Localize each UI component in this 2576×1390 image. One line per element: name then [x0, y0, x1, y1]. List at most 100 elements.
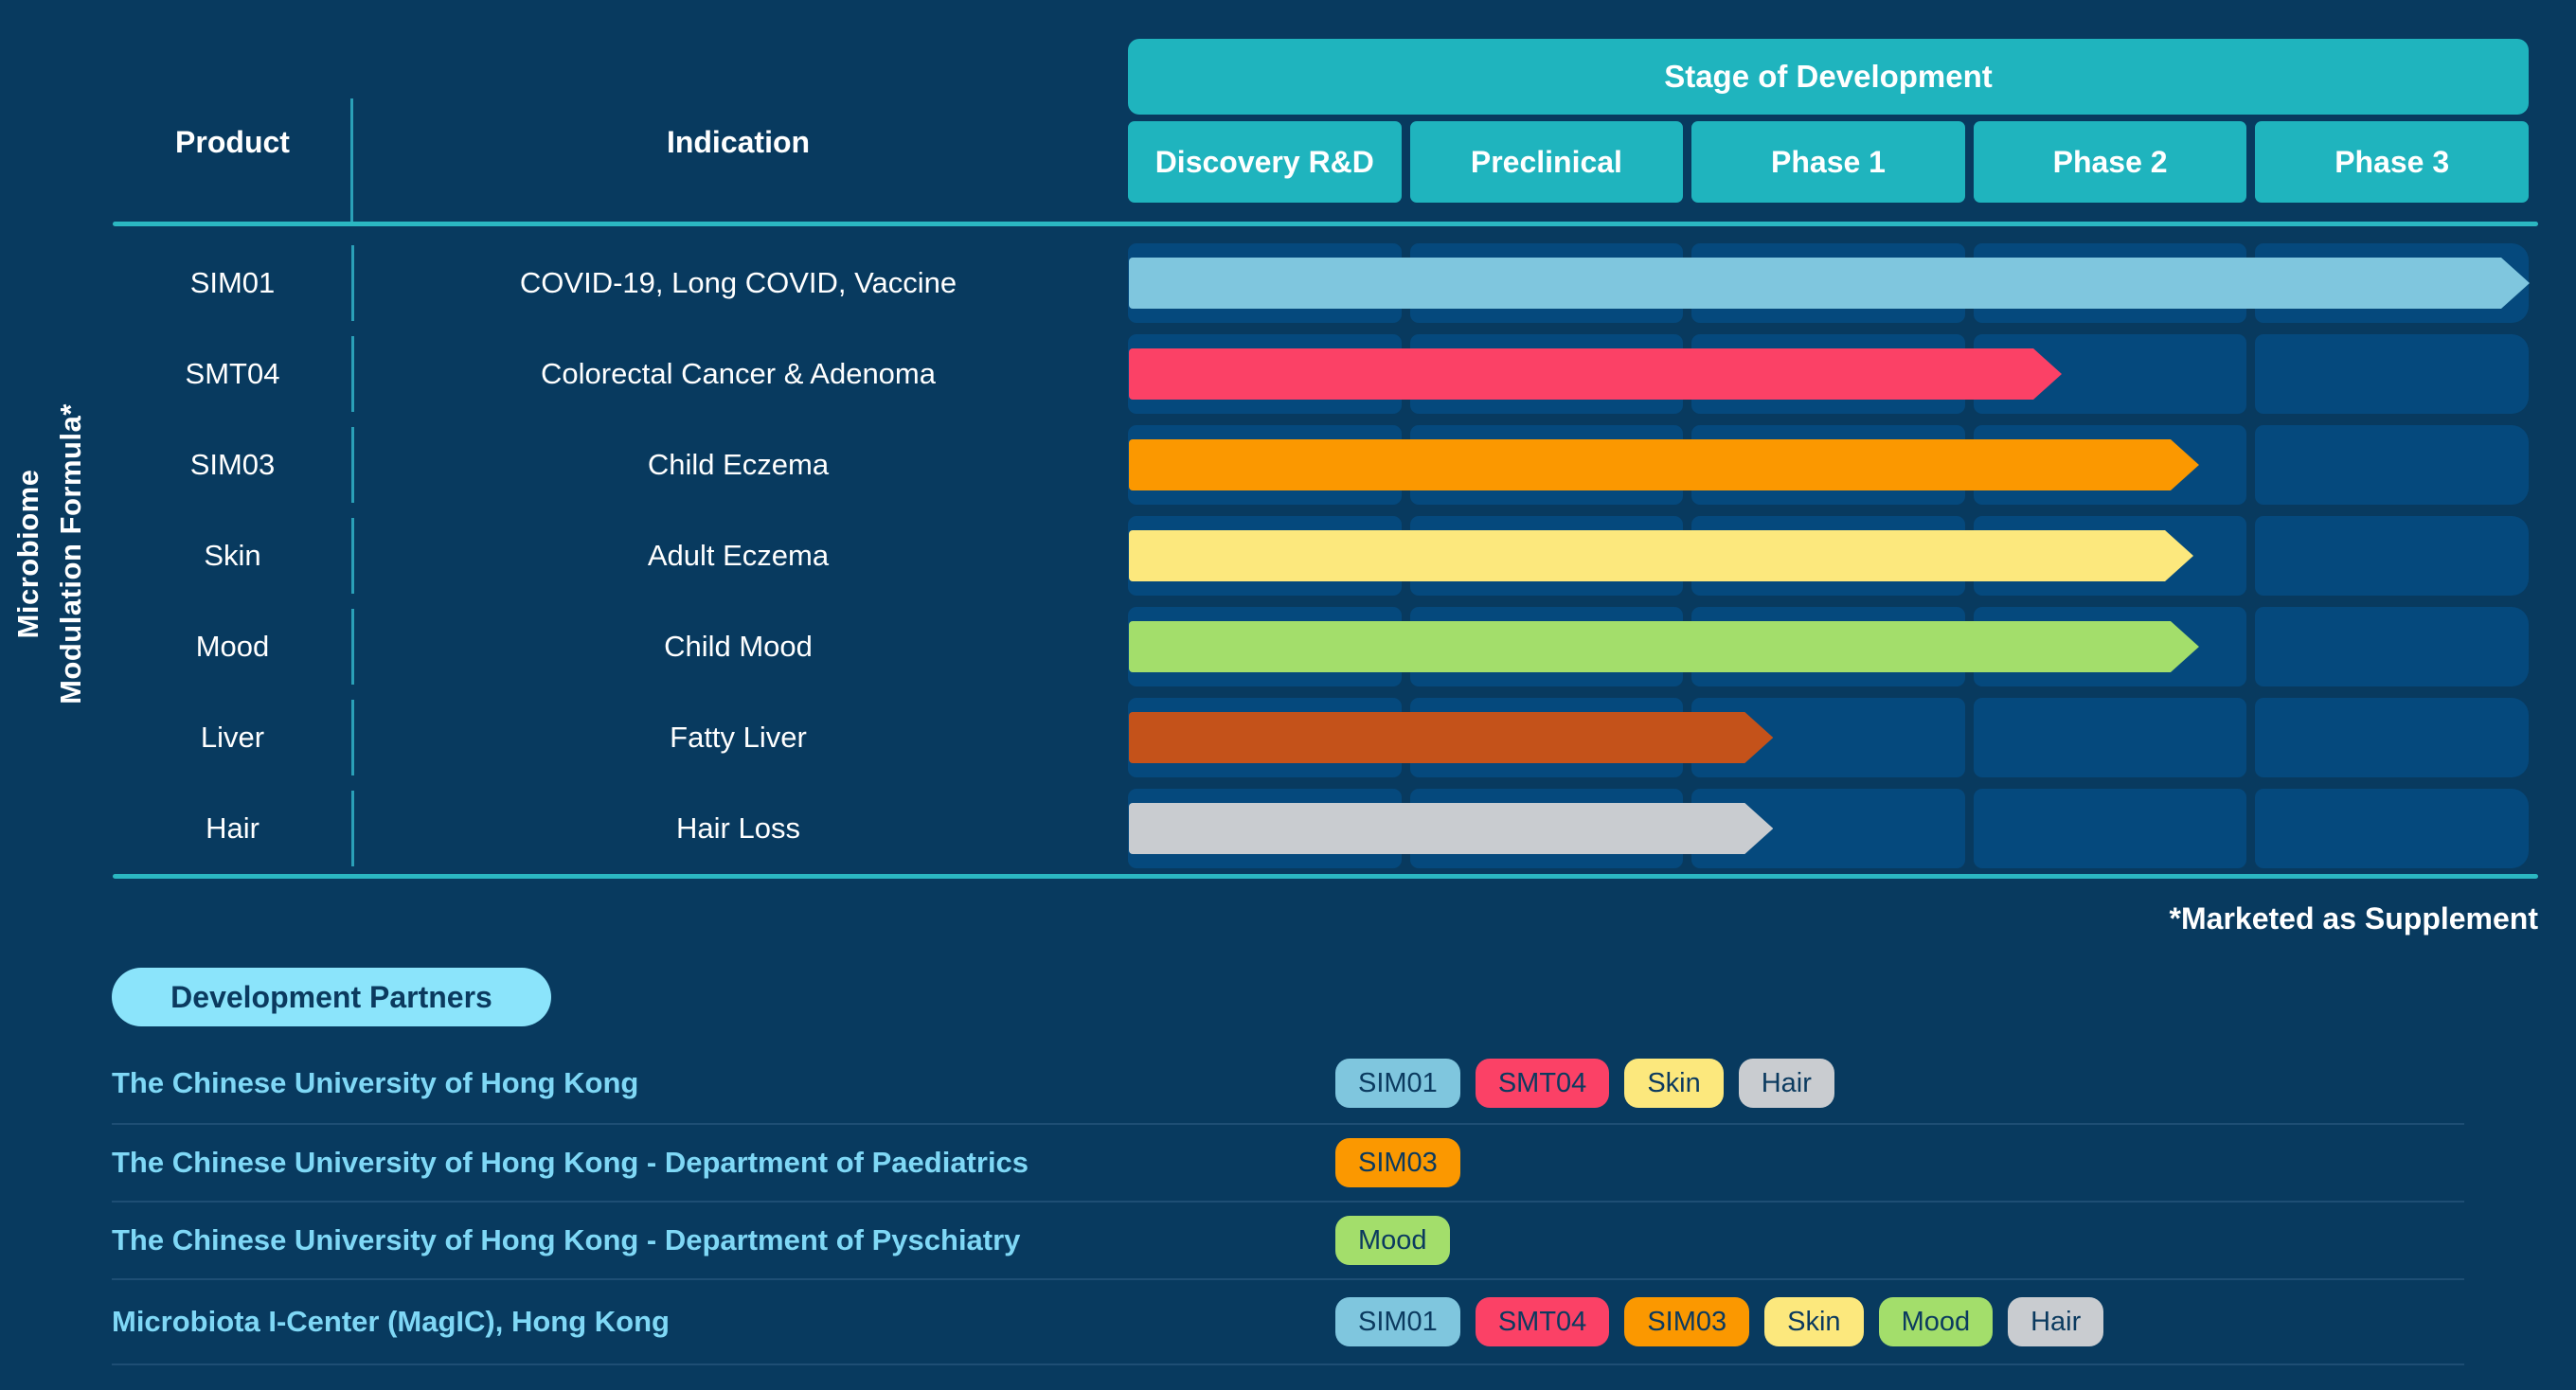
stage-cell — [1973, 789, 2247, 868]
stage-progress-bar — [1129, 439, 2199, 490]
spacer — [1116, 692, 1128, 783]
top-divider-line — [113, 222, 2538, 226]
pipeline-row: Hair Hair Loss — [114, 783, 2529, 874]
partner-row: Microbiota I-Center (MagIC), Hong Kong S… — [112, 1280, 2464, 1365]
product-badge: SMT04 — [1475, 1297, 1610, 1346]
product-label: Hair — [206, 811, 259, 845]
stage-progress-bar — [1129, 712, 1773, 763]
partner-name: Microbiota I-Center (MagIC), Hong Kong — [112, 1305, 670, 1338]
product-label: Skin — [204, 539, 261, 572]
spacer — [1116, 510, 1128, 601]
stage-cell — [2255, 789, 2529, 868]
partner-name: The Chinese University of Hong Kong — [112, 1066, 639, 1099]
product-label: Mood — [195, 630, 270, 663]
stage-track — [1128, 783, 2529, 874]
product-badge: Skin — [1764, 1297, 1864, 1346]
partner-row: The Chinese University of Hong Kong - De… — [112, 1125, 2464, 1203]
product-badge: Hair — [1738, 1059, 1834, 1108]
indication-label: Child Mood — [664, 630, 813, 663]
partner-row: The Chinese University of Hong Kong SIM0… — [112, 1043, 2464, 1125]
stage-cells — [1128, 698, 2529, 777]
product-badge: SIM01 — [1335, 1297, 1460, 1346]
row-column-divider — [351, 692, 361, 783]
partners-list: The Chinese University of Hong Kong SIM0… — [112, 1043, 2464, 1365]
indication-label: COVID-19, Long COVID, Vaccine — [519, 266, 957, 299]
product-label: SIM01 — [189, 266, 276, 299]
spacer — [1116, 601, 1128, 692]
pipeline-row: SMT04 Colorectal Cancer & Adenoma — [114, 329, 2529, 419]
product-badge: Mood — [1878, 1297, 1994, 1346]
product-badge: SIM03 — [1624, 1297, 1750, 1346]
pipeline-rows: SIM01 COVID-19, Long COVID, Vaccine SMT0… — [114, 238, 2529, 874]
stage-column-header: Discovery R&D — [1128, 121, 1402, 203]
spacer — [1116, 783, 1128, 874]
stage-track — [1128, 329, 2529, 419]
row-column-divider — [351, 601, 361, 692]
spacer — [1116, 329, 1128, 419]
partner-badges: SIM03 — [1335, 1125, 1460, 1201]
product-badge: SIM03 — [1335, 1138, 1460, 1187]
stage-cell — [2255, 698, 2529, 777]
row-group-label: Microbiome Modulation Formula* — [11, 403, 87, 704]
stage-cell — [1973, 698, 2247, 777]
development-partners-heading: Development Partners — [112, 968, 551, 1026]
indication-label: Child Eczema — [647, 448, 830, 481]
stage-track — [1128, 238, 2529, 329]
partner-name: The Chinese University of Hong Kong - De… — [112, 1223, 1021, 1256]
stage-of-development-header: Stage of Development — [1128, 39, 2529, 115]
row-column-divider — [351, 510, 361, 601]
indication-label: Hair Loss — [676, 811, 800, 845]
stage-column-header: Phase 3 — [2255, 121, 2529, 203]
stage-cell — [2255, 516, 2529, 596]
pipeline-row: Liver Fatty Liver — [114, 692, 2529, 783]
product-badge: Mood — [1335, 1216, 1450, 1265]
row-column-divider — [351, 783, 361, 874]
stage-progress-bar — [1129, 258, 2530, 309]
stage-column-headers: Discovery R&D Preclinical Phase 1 Phase 2 Ph… — [1128, 121, 2529, 203]
product-label: SMT04 — [185, 357, 280, 390]
product-label: Liver — [200, 721, 265, 754]
partner-badges: SIM01 SMT04 Skin Hair — [1335, 1043, 1834, 1123]
stage-progress-bar — [1129, 530, 2193, 581]
stage-column-header: Phase 1 — [1691, 121, 1965, 203]
partner-name: The Chinese University of Hong Kong - De… — [112, 1146, 1029, 1179]
bottom-divider-line — [113, 874, 2538, 879]
stage-cell — [2255, 425, 2529, 505]
spacer — [1116, 419, 1128, 510]
stage-track — [1128, 510, 2529, 601]
indication-label: Colorectal Cancer & Adenoma — [540, 357, 936, 390]
stage-track — [1128, 692, 2529, 783]
stage-cell — [2255, 334, 2529, 414]
partner-badges: SIM01 SMT04 SIM03 Skin Mood Hair — [1335, 1280, 2104, 1363]
stage-progress-bar — [1129, 348, 2062, 400]
pipeline-row: SIM03 Child Eczema — [114, 419, 2529, 510]
row-column-divider — [351, 238, 361, 329]
pipeline-row: Skin Adult Eczema — [114, 510, 2529, 601]
stage-column-header: Phase 2 — [1973, 121, 2247, 203]
partner-row: The Chinese University of Hong Kong - De… — [112, 1203, 2464, 1280]
product-badge: Hair — [2008, 1297, 2104, 1346]
product-badge: SIM01 — [1335, 1059, 1460, 1108]
spacer — [1116, 238, 1128, 329]
row-column-divider — [351, 329, 361, 419]
product-label: SIM03 — [189, 448, 276, 481]
column-header-indication: Indication — [666, 125, 811, 159]
stage-track — [1128, 419, 2529, 510]
indication-label: Fatty Liver — [670, 721, 807, 754]
pipeline-row: SIM01 COVID-19, Long COVID, Vaccine — [114, 238, 2529, 329]
indication-label: Adult Eczema — [647, 539, 830, 572]
stage-column-header: Preclinical — [1409, 121, 1684, 203]
footnote: *Marketed as Supplement — [2169, 901, 2538, 936]
column-header-product: Product — [175, 125, 290, 159]
row-column-divider — [351, 419, 361, 510]
header-column-divider — [350, 98, 353, 223]
stage-track — [1128, 601, 2529, 692]
product-badge: SMT04 — [1475, 1059, 1610, 1108]
stage-progress-bar — [1129, 803, 1773, 854]
stage-cell — [2255, 607, 2529, 686]
stage-progress-bar — [1129, 621, 2199, 672]
product-badge: Skin — [1624, 1059, 1724, 1108]
pipeline-row: Mood Child Mood — [114, 601, 2529, 692]
partner-badges: Mood — [1335, 1203, 1450, 1278]
